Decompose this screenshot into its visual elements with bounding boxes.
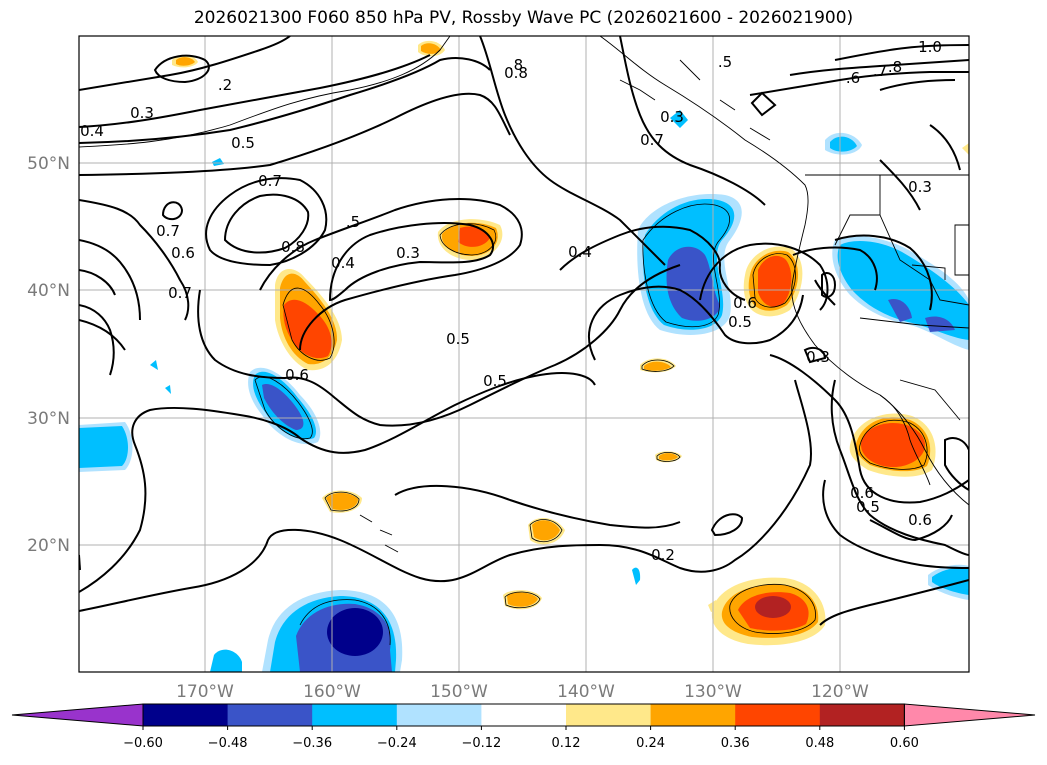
lat-label-30: 30°N (27, 409, 70, 429)
map-title: 2026021300 F060 850 hPa PV, Rossby Wave … (193, 8, 854, 28)
lon-label-130w: 130°W (684, 682, 742, 702)
colorbar-tick-label: −0.48 (208, 736, 248, 751)
contour-labels: 1.0.5.8.6.7.8.20.30.40.50.7.50.70.60.70.… (80, 38, 942, 564)
contour-label: 0.4 (80, 122, 104, 140)
colorbar-tick-label: 0.24 (636, 736, 665, 751)
colorbar-tick-label: −0.36 (292, 736, 332, 751)
negative-anomaly-bc-coast (825, 132, 862, 155)
contour-label: .8 (888, 58, 902, 76)
lon-label-140w: 140°W (557, 682, 615, 702)
positive-anomaly-subtropical-east (711, 577, 826, 646)
lat-label-50: 50°N (27, 154, 70, 174)
anomaly-outlines (254, 203, 928, 646)
contour-label: 0.6 (733, 294, 757, 312)
contour-label: 0.7 (168, 284, 192, 302)
contour-label: 0.5 (446, 330, 470, 348)
contour-label: 0.3 (396, 244, 420, 262)
map-content: 1.0.5.8.6.7.8.20.30.40.50.7.50.70.60.70.… (79, 36, 969, 672)
colorbar-tick-label: −0.24 (377, 736, 417, 751)
coastlines (79, 36, 969, 553)
longitude-labels: 170°W 160°W 150°W 140°W 130°W 120°W (176, 682, 869, 702)
colorbar-segment (312, 704, 398, 726)
contour-label: 0.7 (258, 172, 282, 190)
contour-label: 0.6 (285, 366, 309, 384)
map-area (79, 36, 969, 672)
latitude-labels: 50°N 40°N 30°N 20°N (27, 154, 70, 556)
contour-label: 0.8 (281, 238, 305, 256)
contour-label: 0.3 (660, 108, 684, 126)
positive-anomaly-baja (849, 413, 936, 477)
positive-anomaly-north-central (437, 219, 503, 260)
colorbar-segment (143, 704, 229, 726)
contour-label: 0.7 (640, 131, 664, 149)
small-positive-anomalies (172, 40, 969, 612)
colorbar-extend-low (11, 703, 144, 727)
colorbar-extend-high (903, 703, 1036, 727)
contour-label: .2 (218, 76, 232, 94)
contour-label: .5 (346, 213, 360, 231)
contour-label: 0.5 (728, 313, 752, 331)
contour-label: 0.6 (850, 484, 874, 502)
colorbar-tick-label: 0.48 (805, 736, 834, 751)
contour-label: 0.2 (651, 546, 675, 564)
contour-label: 1.0 (918, 38, 942, 56)
lon-label-160w: 160°W (303, 682, 361, 702)
colorbar-tick-label: 0.36 (721, 736, 750, 751)
contour-label: 0.3 (908, 178, 932, 196)
negative-anomaly-west-edge (79, 422, 133, 472)
contour-label: 0.8 (504, 64, 528, 82)
contour-label: .8 (509, 56, 523, 74)
contour-label: 0.3 (130, 104, 154, 122)
contour-label: 0.6 (908, 511, 932, 529)
gridlines (79, 36, 969, 672)
contour-label: 0.6 (171, 244, 195, 262)
colorbar-segment (227, 704, 313, 726)
colorbar-tick-label: 0.12 (552, 736, 581, 751)
colorbar-segment (650, 704, 736, 726)
colorbar-tick-label: −0.12 (461, 736, 501, 751)
negative-anomaly-central-north (248, 367, 321, 445)
colorbar-segment (819, 704, 905, 726)
negative-anomaly-baja-south (928, 564, 969, 600)
contour-label: 0.4 (568, 243, 592, 261)
colorbar-outline (142, 703, 905, 727)
contour-label: 0.5 (856, 498, 880, 516)
positive-anomaly-california (743, 246, 803, 317)
contour-label: 0.7 (156, 222, 180, 240)
contour-label: .5 (718, 53, 732, 71)
lon-label-120w: 120°W (811, 682, 869, 702)
contour-label: 0.5 (483, 372, 507, 390)
colorbar-segment (566, 704, 652, 726)
contour-label: .7 (873, 62, 887, 80)
contour-label: 0.5 (231, 134, 255, 152)
colorbar-segment (735, 704, 821, 726)
colorbar-segment (396, 704, 482, 726)
colorbar-tick-label: 0.60 (890, 736, 919, 751)
colorbar-tick-label: −0.60 (123, 736, 163, 751)
contour-label: 0.4 (331, 254, 355, 272)
colorbar-segment (481, 704, 567, 726)
map-border (78, 35, 970, 673)
negative-anomaly-hawaii-west (210, 649, 242, 672)
lat-label-40: 40°N (27, 281, 70, 301)
lon-label-150w: 150°W (430, 682, 488, 702)
contour-label: .6 (846, 69, 860, 87)
contour-label: 0.3 (806, 348, 830, 366)
colorbar: −0.60 −0.48 −0.36 −0.24 −0.12 0.12 0.24 0.36 0.4… (11, 703, 1036, 751)
positive-anomaly-central (275, 268, 342, 371)
small-negative-anomalies (150, 110, 688, 585)
lon-label-170w: 170°W (176, 682, 234, 702)
pv-contours (79, 36, 969, 626)
lat-label-20: 20°N (27, 536, 70, 556)
